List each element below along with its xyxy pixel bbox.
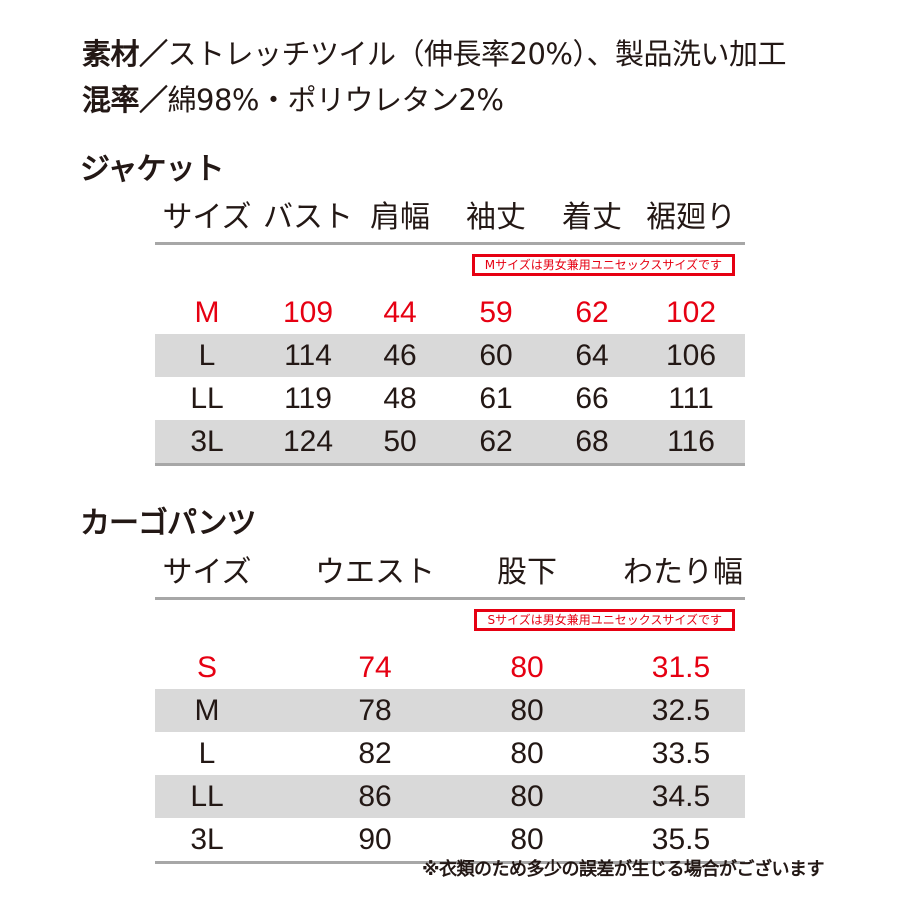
material-value: ストレッチツイル（伸長率20%）、製品洗い加工 — [167, 37, 787, 71]
pants-cell-thigh: 32.5 — [651, 694, 711, 727]
jacket-cell-size: L — [198, 339, 216, 372]
pants-cell-waist: 82 — [358, 737, 392, 770]
pants-cell-waist: 78 — [358, 694, 392, 727]
pants-cell-inseam: 80 — [510, 737, 544, 770]
pants-cell-waist: 90 — [358, 823, 392, 856]
jacket-bottom-rule — [155, 463, 745, 466]
jacket-row-L: L 114 46 60 64 106 — [155, 334, 745, 377]
jacket-row-LL: LL 119 48 61 66 111 — [155, 377, 745, 420]
pants-size-table: サイズ ウエスト 股下 わたり幅 Sサイズは男女兼用ユニセックスサイズです S 7… — [155, 553, 745, 864]
pants-cell-thigh: 31.5 — [651, 651, 711, 684]
jacket-cell-shoulder: 44 — [383, 296, 417, 329]
jacket-notice-row: Mサイズは男女兼用ユニセックスサイズです — [155, 245, 745, 291]
pants-cell-waist: 74 — [358, 651, 392, 684]
pants-bottom-rule — [155, 861, 745, 864]
pants-notice-row: Sサイズは男女兼用ユニセックスサイズです — [155, 600, 745, 646]
jacket-cell-length: 68 — [575, 425, 609, 458]
jacket-header-size: サイズ — [162, 200, 252, 235]
jacket-cell-shoulder: 46 — [383, 339, 417, 372]
jacket-row-M: M 109 44 59 62 102 — [155, 291, 745, 334]
jacket-cell-bust: 119 — [284, 382, 332, 415]
jacket-cell-size: 3L — [190, 425, 224, 458]
pants-cell-inseam: 80 — [510, 780, 544, 813]
jacket-cell-sleeve: 60 — [479, 339, 513, 372]
pants-cell-thigh: 33.5 — [651, 737, 711, 770]
jacket-cell-size: LL — [190, 382, 224, 415]
pants-cell-size: M — [194, 694, 220, 727]
blend-value: 綿98%・ポリウレタン2% — [167, 83, 504, 117]
pants-row-3L: 3L 90 80 35.5 — [155, 818, 745, 861]
jacket-rows: M 109 44 59 62 102 L 114 46 60 64 106 LL 119 48 61 66 111… — [155, 291, 745, 463]
jacket-cell-bust: 124 — [282, 425, 334, 458]
jacket-cell-bust: 109 — [282, 296, 334, 329]
jacket-cell-hem: 106 — [665, 339, 717, 372]
pants-header-inseam: 股下 — [497, 555, 557, 590]
jacket-header-sleeve: 袖丈 — [466, 200, 526, 235]
jacket-header-shoulder: 肩幅 — [370, 200, 430, 235]
pants-cell-waist: 86 — [358, 780, 392, 813]
pants-cell-inseam: 80 — [510, 823, 544, 856]
blend-label: 混率／ — [82, 83, 168, 117]
jacket-cell-hem: 116 — [667, 425, 715, 458]
jacket-cell-length: 62 — [575, 296, 609, 329]
pants-rows: S 74 80 31.5 M 78 80 32.5 L 82 80 33.5 LL 86 80 34.5 3L 9… — [155, 646, 745, 861]
pants-title: カーゴパンツ — [80, 506, 256, 541]
jacket-title: ジャケット — [80, 152, 224, 187]
pants-cell-thigh: 35.5 — [651, 823, 711, 856]
pants-cell-inseam: 80 — [510, 651, 544, 684]
jacket-cell-size: M — [194, 296, 220, 329]
jacket-cell-length: 64 — [575, 339, 609, 372]
pants-header-waist: ウエスト — [315, 555, 435, 590]
jacket-cell-hem: 102 — [665, 296, 717, 329]
measurement-footnote: ※衣類のため多少の誤差が生じる場合がございます — [422, 859, 825, 880]
jacket-cell-hem: 111 — [668, 382, 714, 415]
pants-header-thigh: わたり幅 — [623, 555, 743, 590]
jacket-header-hem: 裾廻り — [646, 200, 736, 235]
pants-row-S: S 74 80 31.5 — [155, 646, 745, 689]
jacket-cell-sleeve: 61 — [479, 382, 513, 415]
jacket-header-row: サイズ バスト 肩幅 袖丈 着丈 裾廻り — [155, 198, 745, 245]
jacket-unisex-notice: Mサイズは男女兼用ユニセックスサイズです — [471, 254, 735, 276]
material-label: 素材／ — [82, 37, 168, 71]
jacket-cell-shoulder: 48 — [383, 382, 417, 415]
pants-cell-size: S — [196, 651, 217, 684]
jacket-cell-shoulder: 50 — [383, 425, 417, 458]
pants-cell-thigh: 34.5 — [651, 780, 711, 813]
jacket-header-length: 着丈 — [562, 200, 622, 235]
jacket-cell-length: 66 — [575, 382, 609, 415]
pants-unisex-notice: Sサイズは男女兼用ユニセックスサイズです — [474, 609, 735, 631]
jacket-size-table: サイズ バスト 肩幅 袖丈 着丈 裾廻り Mサイズは男女兼用ユニセックスサイズで… — [155, 198, 745, 466]
pants-cell-size: 3L — [190, 823, 224, 856]
pants-row-LL: LL 86 80 34.5 — [155, 775, 745, 818]
pants-header-size: サイズ — [162, 555, 252, 590]
pants-cell-size: L — [198, 737, 216, 770]
pants-header-row: サイズ ウエスト 股下 わたり幅 — [155, 553, 745, 600]
blend-line: 混率／綿98%・ポリウレタン2% — [82, 82, 504, 118]
jacket-header-bust: バスト — [263, 200, 353, 235]
material-line: 素材／ストレッチツイル（伸長率20%）、製品洗い加工 — [82, 36, 786, 72]
pants-row-M: M 78 80 32.5 — [155, 689, 745, 732]
jacket-row-3L: 3L 124 50 62 68 116 — [155, 420, 745, 463]
jacket-cell-sleeve: 59 — [479, 296, 513, 329]
pants-cell-inseam: 80 — [510, 694, 544, 727]
jacket-cell-sleeve: 62 — [479, 425, 513, 458]
pants-row-L: L 82 80 33.5 — [155, 732, 745, 775]
pants-cell-size: LL — [190, 780, 224, 813]
jacket-cell-bust: 114 — [284, 339, 332, 372]
